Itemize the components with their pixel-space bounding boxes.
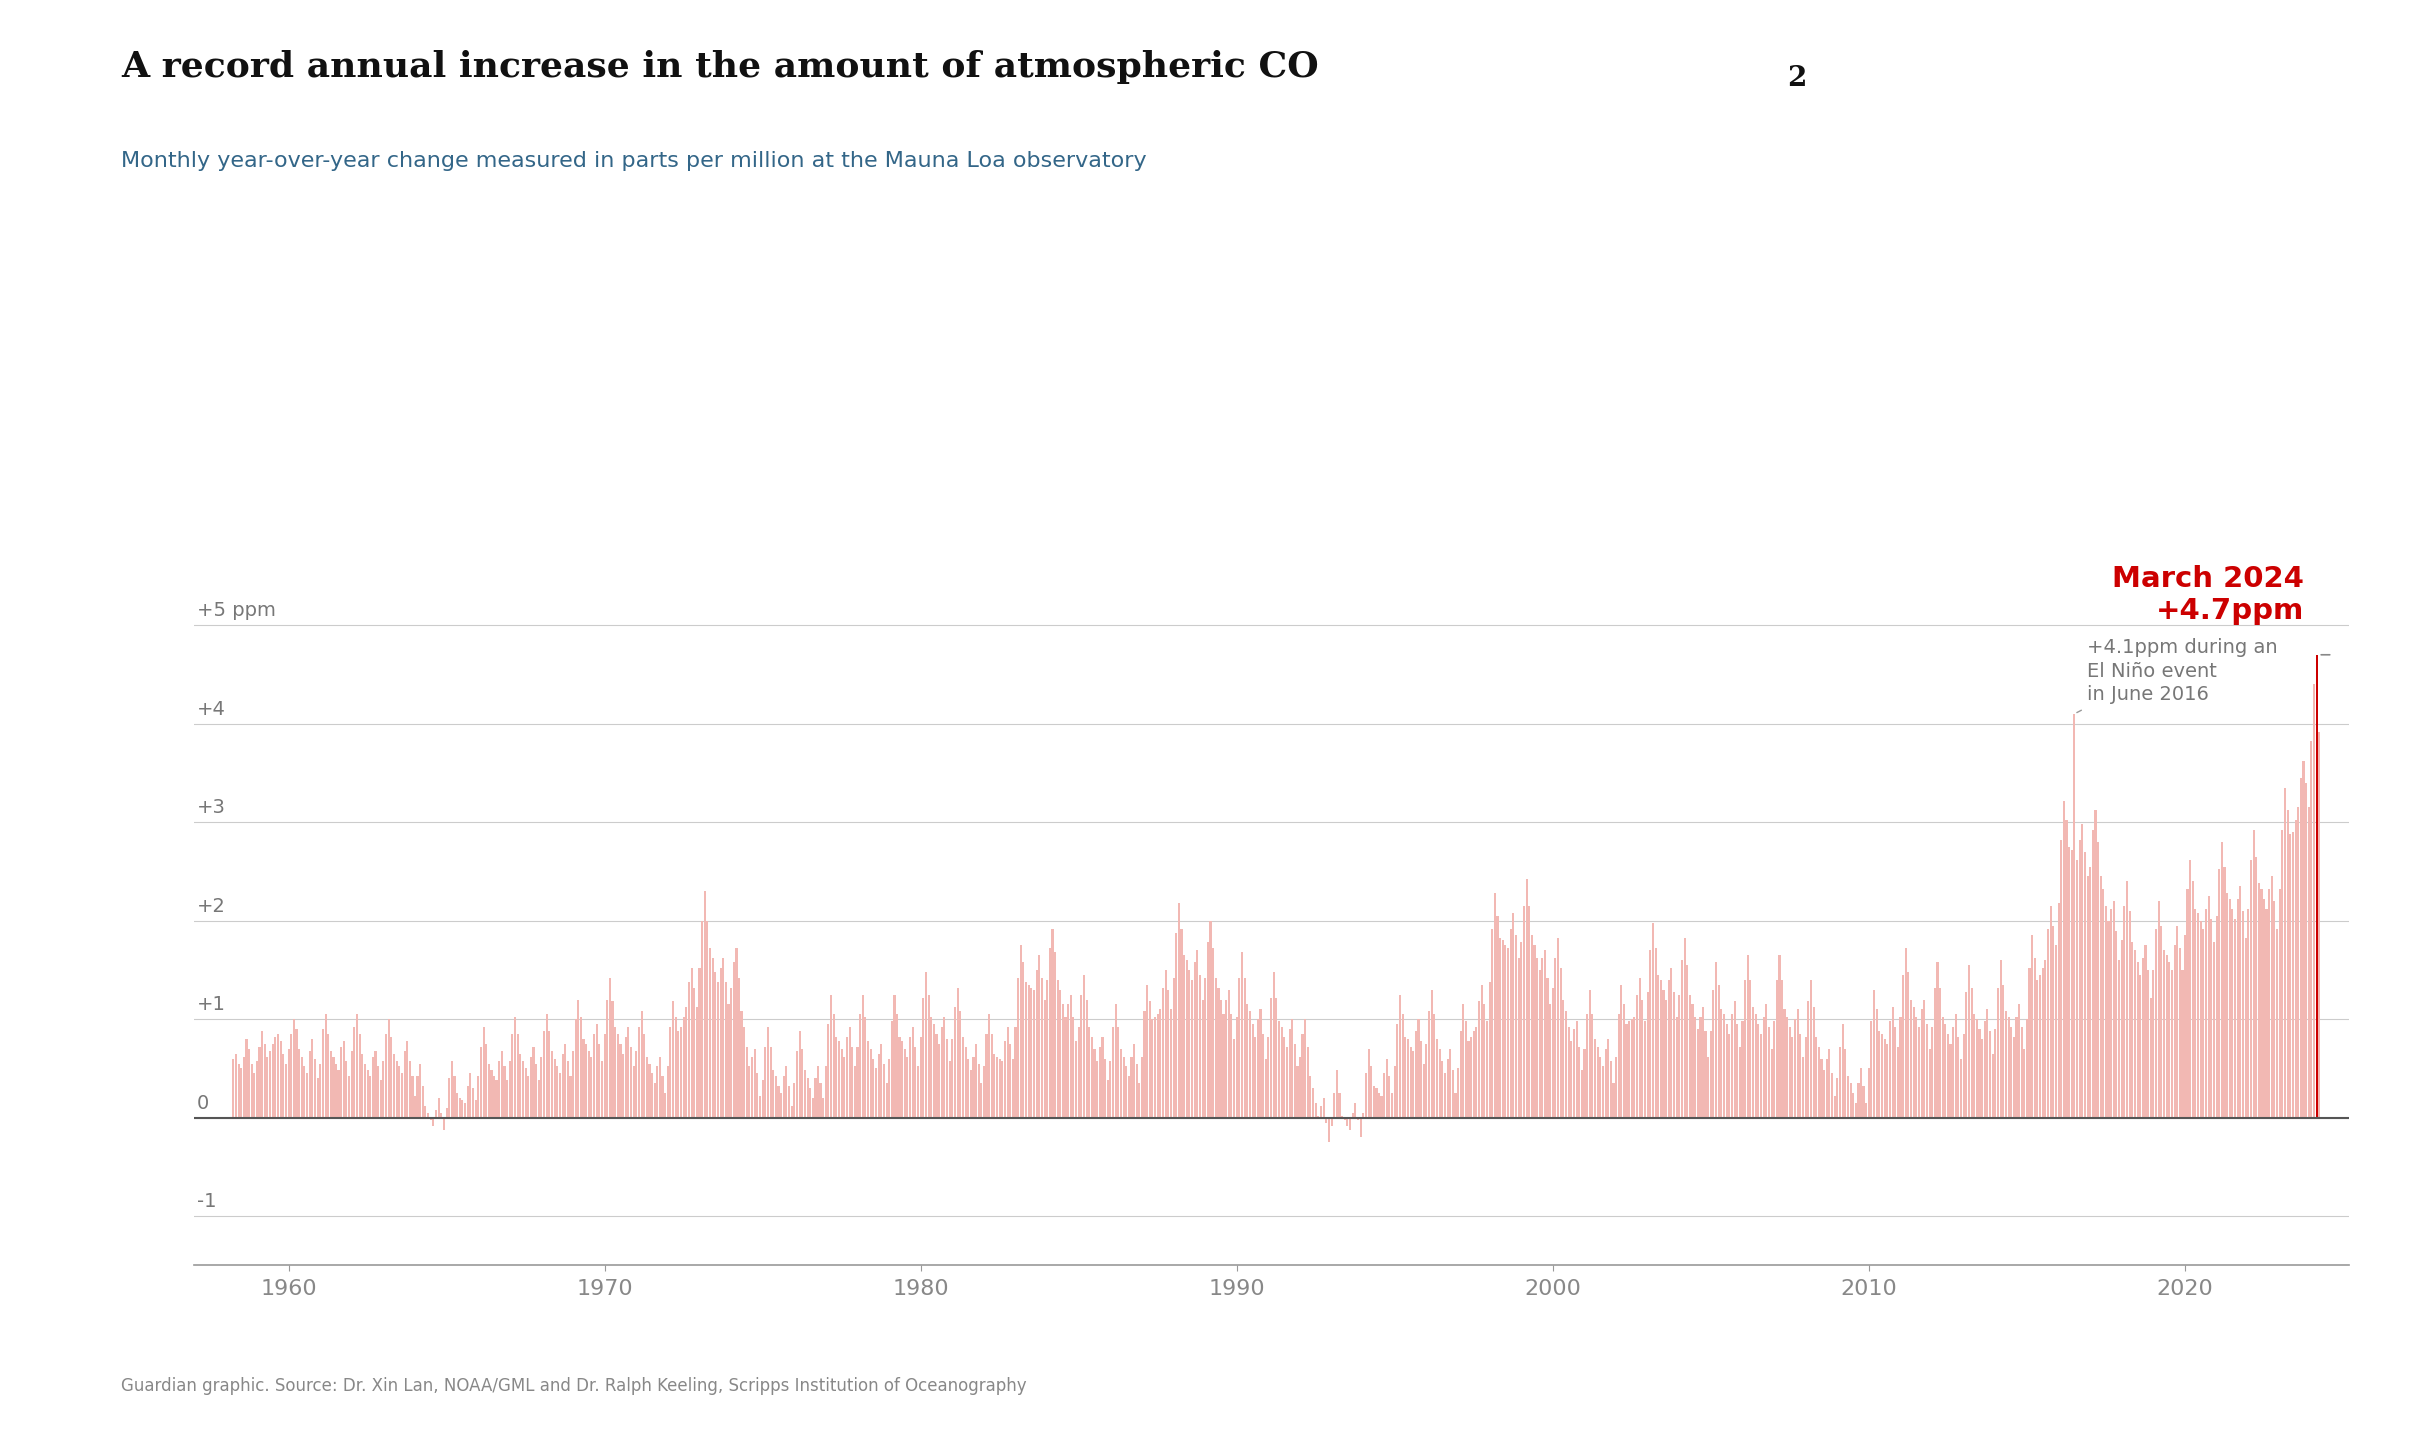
Text: +4.1ppm during an
El Niño event
in June 2016: +4.1ppm during an El Niño event in June … bbox=[2088, 638, 2277, 705]
Text: -1: -1 bbox=[196, 1192, 216, 1211]
Text: +1: +1 bbox=[196, 995, 225, 1014]
Text: March 2024
+4.7ppm: March 2024 +4.7ppm bbox=[2112, 565, 2303, 626]
Text: A record annual increase in the amount of atmospheric CO: A record annual increase in the amount o… bbox=[121, 50, 1318, 85]
Text: 0: 0 bbox=[196, 1094, 208, 1113]
Text: Guardian graphic. Source: Dr. Xin Lan, NOAA/GML and Dr. Ralph Keeling, Scripps I: Guardian graphic. Source: Dr. Xin Lan, N… bbox=[121, 1376, 1027, 1395]
Text: 2: 2 bbox=[1787, 65, 1807, 92]
Text: +5 ppm: +5 ppm bbox=[196, 601, 276, 620]
Text: +3: +3 bbox=[196, 798, 225, 817]
Text: +2: +2 bbox=[196, 897, 225, 916]
Text: Monthly year-over-year change measured in parts per million at the Mauna Loa obs: Monthly year-over-year change measured i… bbox=[121, 151, 1146, 171]
Text: +4: +4 bbox=[196, 700, 225, 719]
